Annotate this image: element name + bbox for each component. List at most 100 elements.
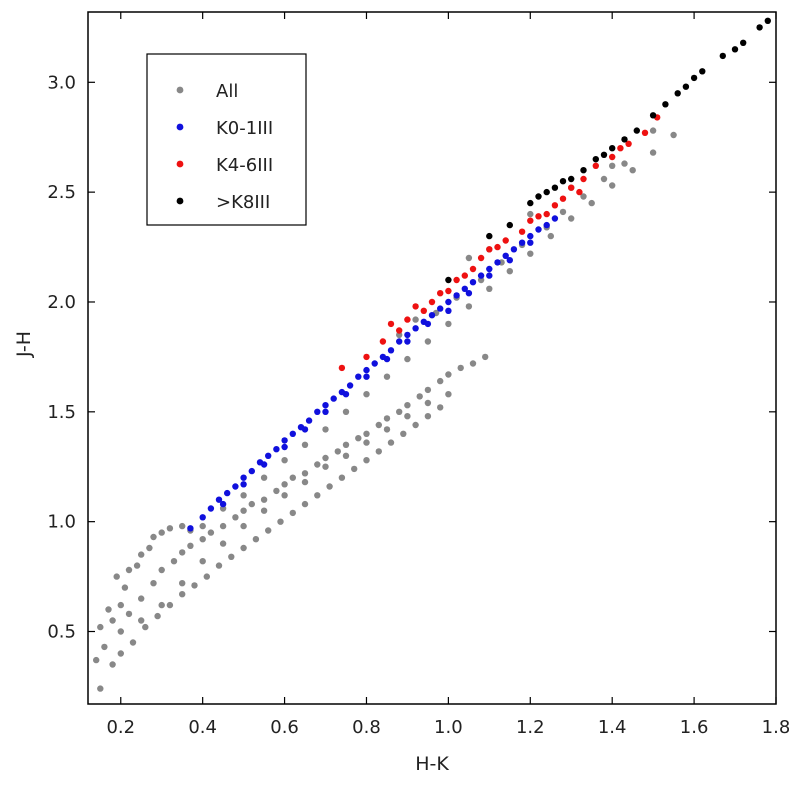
point-1-9 <box>265 452 272 459</box>
point-1-49 <box>383 355 391 363</box>
point-1-56 <box>363 373 370 380</box>
point-2-7 <box>445 287 452 295</box>
point-0-120 <box>649 149 657 156</box>
point-2-10 <box>477 254 485 262</box>
point-0-26 <box>199 536 206 543</box>
point-3-23 <box>764 17 771 24</box>
point-1-33 <box>461 285 468 292</box>
point-2-6 <box>428 298 436 306</box>
point-0-41 <box>355 435 362 442</box>
point-0-66 <box>252 536 260 543</box>
y-tick-label: 3.0 <box>47 72 76 93</box>
point-0-138 <box>609 162 616 169</box>
point-0-40 <box>342 441 350 448</box>
point-0-79 <box>412 421 419 429</box>
plot-frame <box>87 11 777 705</box>
point-1-58 <box>445 307 452 314</box>
x-tick-label: 1.6 <box>680 717 709 738</box>
point-0-52 <box>469 360 477 367</box>
point-0-55 <box>117 650 125 657</box>
point-0-54 <box>109 661 116 668</box>
point-1-30 <box>437 305 444 312</box>
point-0-131 <box>580 193 587 200</box>
point-3-17 <box>690 74 698 82</box>
point-0-38 <box>322 454 329 462</box>
point-1-53 <box>240 481 247 488</box>
legend-entries: All K0-1III K4-6III >K8III <box>176 81 273 213</box>
point-1-7 <box>248 467 255 475</box>
point-0-58 <box>154 612 161 620</box>
point-0-29 <box>232 514 239 521</box>
point-3-22 <box>756 24 763 31</box>
point-0-45 <box>396 408 403 415</box>
x-tick-label: 1.2 <box>516 717 545 738</box>
point-0-92 <box>342 452 350 459</box>
point-3-19 <box>719 52 726 60</box>
point-0-95 <box>404 413 411 420</box>
point-1-54 <box>281 443 288 451</box>
point-0-44 <box>383 415 391 422</box>
point-3-0 <box>445 276 452 284</box>
point-0-84 <box>179 580 186 587</box>
point-1-59 <box>486 272 493 279</box>
x-tick-label: 1.0 <box>434 717 463 738</box>
point-0-74 <box>351 465 358 473</box>
point-0-97 <box>445 391 452 398</box>
legend-label-0: All <box>216 81 238 102</box>
point-0-59 <box>166 601 174 609</box>
point-0-7 <box>121 584 129 591</box>
point-0-83 <box>158 601 165 609</box>
point-0-57 <box>142 623 149 631</box>
point-2-12 <box>502 237 509 244</box>
point-3-2 <box>527 199 534 207</box>
y-tick-label: 1.5 <box>47 402 76 423</box>
y-tick-label: 2.5 <box>47 182 76 203</box>
point-2-27 <box>437 290 444 297</box>
point-0-11 <box>138 551 145 558</box>
point-1-24 <box>387 347 395 354</box>
x-tick-label: 0.6 <box>270 717 299 738</box>
point-0-73 <box>338 474 346 481</box>
point-0-115 <box>547 232 554 240</box>
legend-marker-3 <box>176 197 184 205</box>
point-0-24 <box>179 549 186 556</box>
point-0-96 <box>424 399 432 407</box>
point-3-14 <box>662 101 669 108</box>
point-3-11 <box>621 136 628 143</box>
point-0-28 <box>219 522 227 530</box>
point-0-10 <box>133 562 141 569</box>
point-2-19 <box>580 175 587 183</box>
point-0-101 <box>260 474 268 481</box>
point-1-12 <box>289 430 296 437</box>
point-2-23 <box>641 129 649 136</box>
point-0-16 <box>179 522 186 530</box>
point-0-78 <box>400 430 407 437</box>
point-0-5 <box>105 606 112 613</box>
point-0-99 <box>219 505 227 512</box>
point-0-111 <box>465 303 473 310</box>
point-0-86 <box>219 540 227 547</box>
point-0-14 <box>158 529 165 536</box>
point-0-4 <box>109 617 116 624</box>
y-tick-label: 1.0 <box>47 512 76 533</box>
point-1-34 <box>469 279 477 286</box>
x-tick-label: 0.2 <box>106 717 135 738</box>
point-0-133 <box>621 160 628 167</box>
y-ticks: 0.5 1.0 1.5 2.0 2.5 3.0 <box>47 72 776 643</box>
x-tick-label: 1.8 <box>762 717 789 738</box>
point-0-13 <box>150 533 157 541</box>
point-2-5 <box>420 307 427 314</box>
point-3-1 <box>486 232 493 240</box>
point-1-60 <box>527 239 534 246</box>
point-0-139 <box>649 127 657 134</box>
point-0-51 <box>457 364 464 372</box>
point-1-22 <box>371 360 378 367</box>
point-0-62 <box>203 573 210 580</box>
point-3-13 <box>649 112 657 119</box>
point-1-57 <box>404 338 411 345</box>
point-2-4 <box>404 316 411 323</box>
point-2-30 <box>535 213 542 220</box>
point-0-117 <box>588 199 595 207</box>
point-1-37 <box>494 259 501 266</box>
point-0-106 <box>363 391 370 398</box>
